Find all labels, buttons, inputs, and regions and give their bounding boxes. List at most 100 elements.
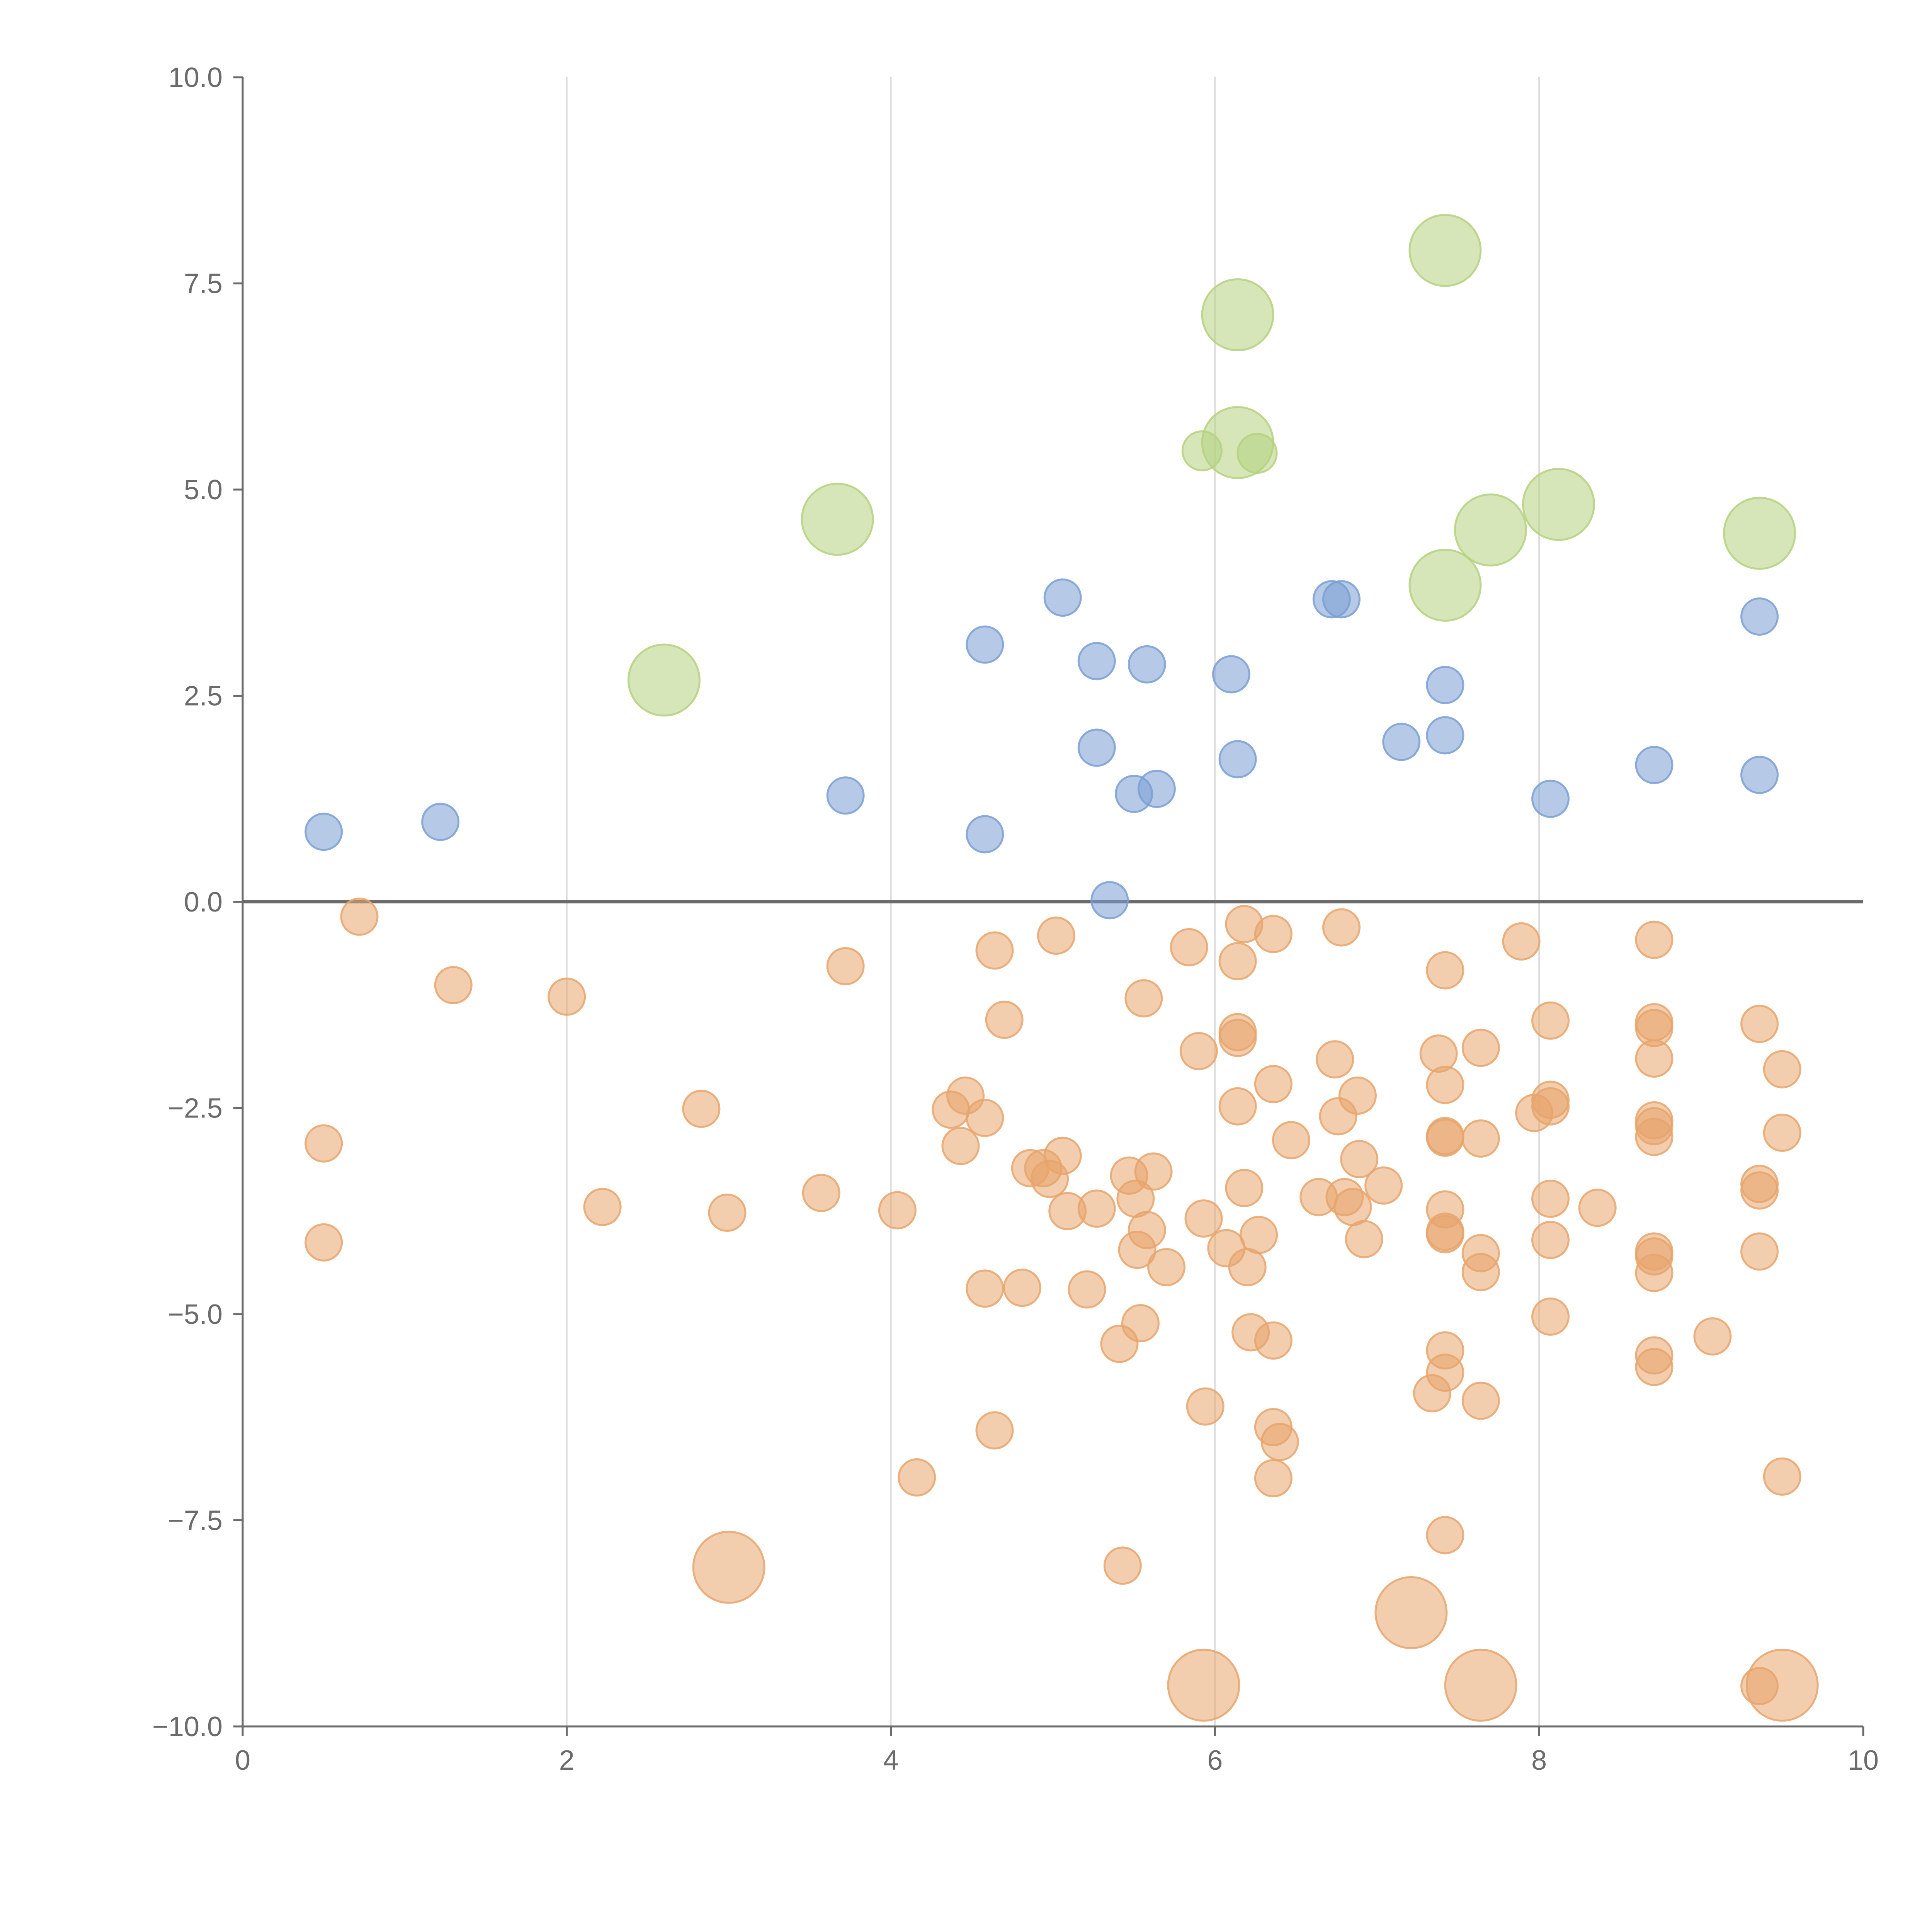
- orange-point: [1134, 1152, 1173, 1191]
- blue-point: [304, 813, 343, 851]
- green-point: [801, 483, 874, 556]
- blue-point: [1077, 642, 1116, 680]
- green-point: [1454, 493, 1527, 567]
- orange-point: [802, 1173, 840, 1212]
- orange-point: [1426, 1354, 1464, 1392]
- orange-point: [1763, 1457, 1801, 1496]
- orange-point: [1531, 1221, 1570, 1259]
- orange-point: [1218, 1019, 1257, 1057]
- orange-point: [1426, 951, 1464, 990]
- orange-point: [975, 1411, 1014, 1450]
- orange-point: [1461, 1253, 1500, 1291]
- orange-point: [1419, 1034, 1458, 1073]
- orange-point: [1693, 1317, 1732, 1356]
- orange-point: [975, 931, 1014, 970]
- orange-point: [1578, 1189, 1617, 1227]
- blue-point: [1426, 666, 1464, 704]
- orange-point: [1763, 1114, 1801, 1152]
- y-tick-label: 10.0: [168, 62, 223, 93]
- green-point: [627, 643, 701, 717]
- green-point: [1201, 278, 1274, 352]
- orange-point: [966, 1099, 1004, 1137]
- orange-point: [583, 1188, 622, 1226]
- orange-point: [1426, 1516, 1464, 1554]
- orange-large-point: [692, 1531, 765, 1604]
- blue-point: [1043, 578, 1082, 617]
- orange-point: [1218, 1087, 1257, 1126]
- orange-point: [1635, 1117, 1673, 1156]
- orange-point: [1316, 1040, 1354, 1079]
- orange-point: [1502, 922, 1541, 961]
- orange-point: [1186, 1387, 1225, 1426]
- orange-point: [1184, 1199, 1223, 1238]
- orange-point: [1635, 920, 1673, 959]
- orange-point: [304, 1223, 343, 1262]
- orange-point: [1254, 1321, 1293, 1360]
- x-tick-label: 4: [883, 1745, 899, 1776]
- x-tick-label: 6: [1207, 1745, 1223, 1776]
- orange-point: [1531, 1001, 1570, 1040]
- orange-point: [1635, 1348, 1673, 1386]
- orange-point: [1254, 915, 1293, 953]
- y-tick-label: 5.0: [184, 474, 223, 505]
- green-point: [1723, 497, 1796, 570]
- y-tick-label: −2.5: [168, 1093, 223, 1124]
- orange-point: [708, 1194, 747, 1232]
- orange-point: [1003, 1269, 1041, 1307]
- orange-point: [941, 1127, 980, 1165]
- orange-point: [1635, 1253, 1673, 1292]
- orange-point: [1763, 1050, 1801, 1088]
- blue-point: [1322, 580, 1361, 619]
- orange-point: [548, 977, 586, 1016]
- orange-point: [1364, 1166, 1403, 1205]
- axis-layer: [233, 76, 1864, 1736]
- orange-point: [1103, 1546, 1142, 1585]
- orange-large-point: [1167, 1648, 1240, 1722]
- orange-large-point: [1374, 1576, 1448, 1650]
- y-tick-label: −7.5: [168, 1505, 223, 1536]
- x-tick-label: 8: [1531, 1745, 1547, 1776]
- orange-point: [1272, 1121, 1311, 1160]
- orange-point: [1043, 1136, 1082, 1175]
- orange-point: [898, 1458, 936, 1497]
- orange-point: [1531, 1087, 1570, 1126]
- y-tick-label: −10.0: [152, 1711, 223, 1742]
- green-point: [1236, 433, 1278, 474]
- orange-point: [1121, 1304, 1160, 1342]
- orange-point: [1254, 1065, 1293, 1104]
- orange-point: [1128, 1211, 1166, 1249]
- blue-point: [1531, 779, 1570, 818]
- orange-large-point: [1444, 1648, 1517, 1722]
- orange-point: [1740, 1005, 1779, 1043]
- orange-point: [1426, 1215, 1464, 1253]
- orange-point: [1218, 942, 1257, 981]
- blue-point: [1740, 597, 1779, 636]
- blue-point: [421, 803, 460, 841]
- orange-point: [1147, 1248, 1186, 1286]
- orange-point: [1240, 1216, 1278, 1254]
- orange-point: [304, 1124, 343, 1163]
- orange-point: [1179, 1032, 1218, 1070]
- blue-point: [1090, 881, 1129, 920]
- orange-point: [1037, 916, 1075, 955]
- x-tick-label: 0: [235, 1745, 250, 1776]
- blue-point: [1128, 645, 1166, 684]
- x-tick-label: 10: [1848, 1745, 1879, 1776]
- orange-point: [1461, 1119, 1500, 1158]
- orange-point: [985, 1000, 1024, 1039]
- orange-point: [1068, 1270, 1106, 1309]
- orange-point: [340, 897, 379, 936]
- green-point: [1522, 468, 1595, 541]
- green-point: [1408, 549, 1482, 622]
- orange-point: [1740, 1232, 1779, 1271]
- orange-large-point: [1745, 1648, 1819, 1722]
- orange-point: [1228, 1248, 1267, 1286]
- points-layer: [304, 214, 1819, 1722]
- orange-point: [1338, 1076, 1377, 1115]
- blue-point: [1212, 655, 1250, 694]
- orange-point: [826, 947, 865, 985]
- orange-point: [682, 1090, 721, 1128]
- blue-point: [1740, 755, 1779, 794]
- orange-point: [1077, 1189, 1116, 1228]
